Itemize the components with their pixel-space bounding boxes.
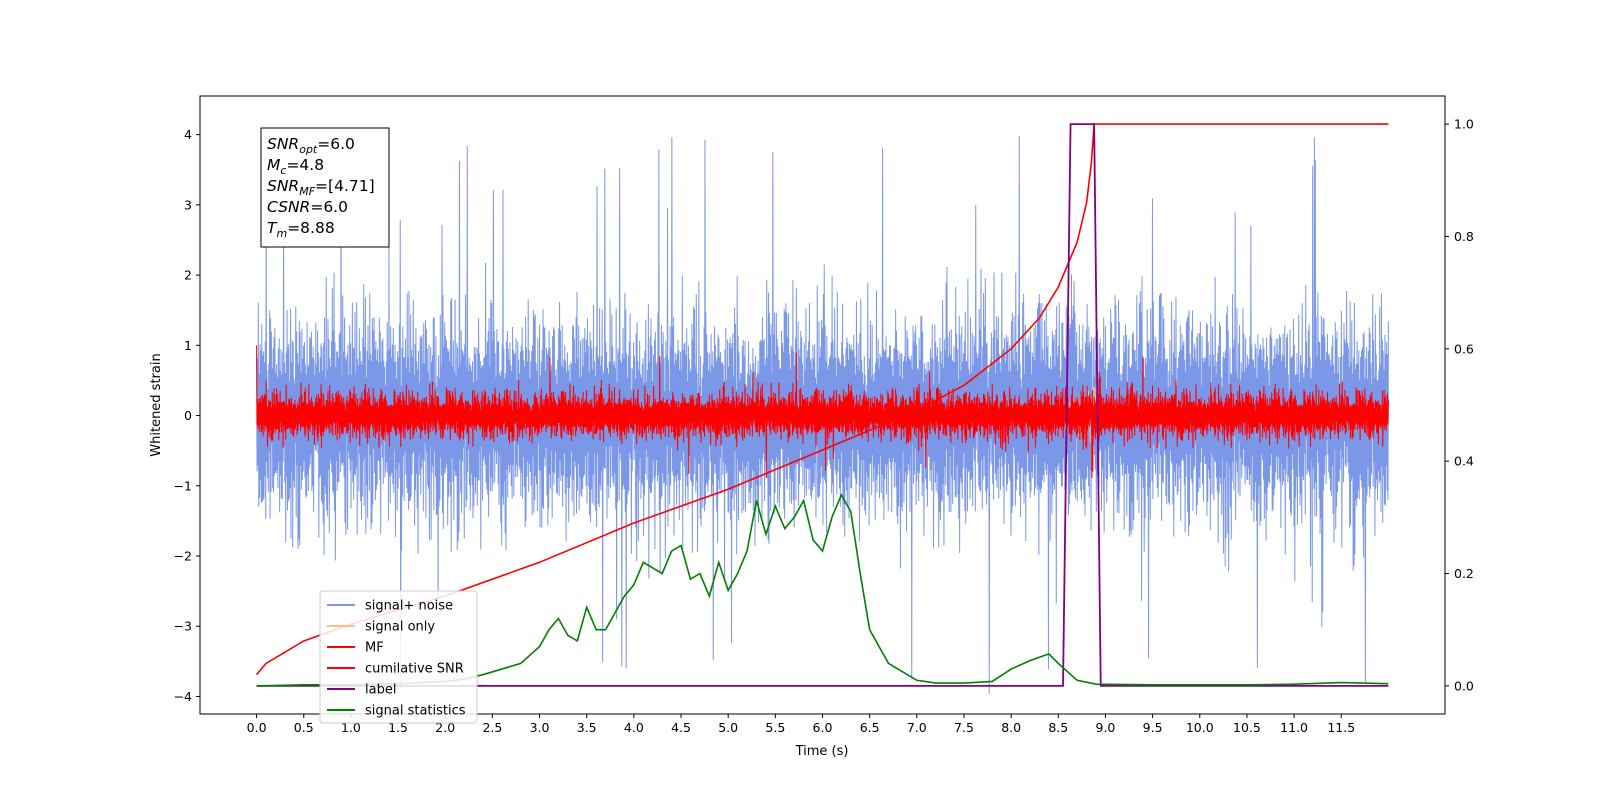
x-tick-label: 11.0 [1280,720,1308,735]
y-tick-label-right: 0.6 [1454,341,1474,356]
x-tick-label: 7.0 [907,720,927,735]
annotation-line: CSNR=6.0 [267,198,348,216]
annotation-line: Tm=8.88 [267,219,335,240]
x-tick-label: 2.5 [482,720,502,735]
x-tick-label: 6.5 [860,720,880,735]
x-tick-label: 4.5 [671,720,691,735]
series-mf [256,345,1389,479]
x-tick-label: 9.0 [1096,720,1116,735]
x-tick-label: 0.5 [294,720,314,735]
y-tick-label-right: 0.0 [1454,678,1474,693]
series-label [256,123,1389,687]
legend-label: signal statistics [365,704,466,719]
annotation-line: SNRopt=6.0 [267,135,355,156]
x-tick-label: 9.5 [1143,720,1163,735]
y-tick-label-right: 0.2 [1454,566,1474,581]
x-tick-label: 10.5 [1233,720,1261,735]
y-tick-label-left: −3 [174,619,192,634]
legend-label: MF [365,641,384,656]
y-axis-label: Whitened strain [149,353,164,456]
y-tick-label-left: 0 [184,408,192,423]
x-tick-label: 6.0 [813,720,833,735]
y-tick-label-left: 1 [184,338,192,353]
x-tick-label: 8.5 [1048,720,1068,735]
x-tick-label: 5.5 [765,720,785,735]
legend-label: label [365,683,396,698]
x-tick-label: 3.0 [530,720,550,735]
y-tick-label-left: −1 [174,478,192,493]
x-tick-label: 4.0 [624,720,644,735]
legend-label: signal only [365,620,435,635]
y-tick-label-left: 2 [184,268,192,283]
x-tick-label: 8.0 [1001,720,1021,735]
x-tick-label: 7.5 [954,720,974,735]
y-tick-label-right: 0.8 [1454,229,1474,244]
x-tick-label: 11.5 [1327,720,1355,735]
y-tick-label-left: 3 [184,197,192,212]
series-signal-statistics [256,493,1389,687]
x-tick-label: 0.0 [247,720,267,735]
annotation-line: Mc=4.8 [267,156,324,177]
x-tick-label: 1.5 [388,720,408,735]
x-tick-label: 2.0 [435,720,455,735]
x-tick-label: 3.5 [577,720,597,735]
y-tick-label-left: −4 [174,689,192,704]
legend-label: signal+ noise [365,599,453,614]
x-axis-label: Time (s) [795,744,849,759]
legend-label: cumilative SNR [365,662,464,677]
y-tick-label-right: 0.4 [1454,454,1474,469]
x-tick-label: 5.0 [718,720,738,735]
legend: signal+ noise signal only MF cumilative SNR… [319,590,478,724]
y-tick-label-right: 1.0 [1454,117,1474,132]
x-tick-label: 10.0 [1186,720,1214,735]
y-tick-label-left: −2 [174,548,192,563]
x-tick-label: 1.0 [341,720,361,735]
y-tick-label-left: 4 [184,127,192,142]
annotation-line: SNRMF=[4.71] [267,177,375,198]
